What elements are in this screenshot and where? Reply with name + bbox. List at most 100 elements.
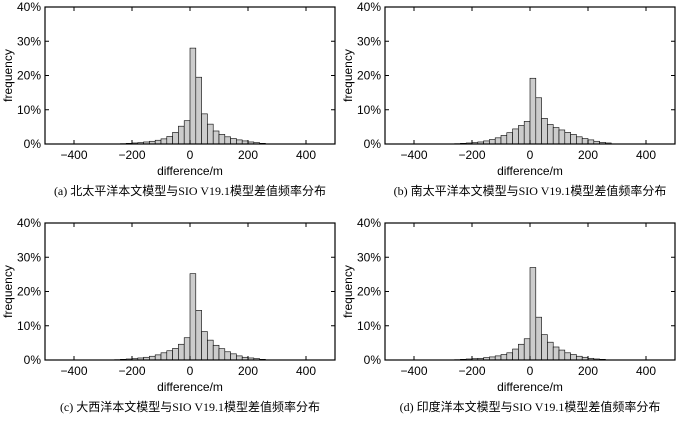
- x-axis-title: difference/m: [497, 380, 563, 394]
- histogram-bar: [506, 132, 513, 145]
- histogram-bar: [535, 316, 542, 361]
- histogram-bar: [529, 77, 537, 145]
- x-tick-label: 0: [187, 364, 194, 378]
- y-axis-title: frequency: [1, 265, 15, 318]
- histogram-bar: [218, 134, 226, 145]
- histogram-bar: [183, 337, 191, 361]
- x-axis-title: difference/m: [497, 164, 563, 178]
- x-tick-label: 200: [578, 148, 598, 162]
- y-tick-label: 10%: [357, 319, 381, 333]
- histogram-bar: [178, 343, 185, 361]
- histogram-bar: [212, 344, 220, 361]
- histogram-bar: [172, 132, 179, 145]
- histogram-bar: [195, 76, 202, 145]
- x-tick-label: 200: [238, 148, 258, 162]
- histogram-bar: [494, 355, 502, 361]
- y-tick-label: 40%: [17, 0, 41, 14]
- histogram-panel-b: 0% 10% 20% 30% 40% −400 −200 0 200 400 frequency di…: [341, 0, 676, 198]
- y-tick-label: 40%: [357, 216, 381, 230]
- x-tick-label: −200: [458, 364, 485, 378]
- x-tick-label: 200: [238, 364, 258, 378]
- histogram-bar: [558, 129, 566, 145]
- histogram-bar: [500, 354, 508, 361]
- histogram-bar: [166, 350, 173, 361]
- y-tick-label: 40%: [17, 216, 41, 230]
- y-tick-label: 10%: [17, 103, 41, 117]
- x-tick-label: −400: [400, 148, 427, 162]
- histogram-bar: [518, 125, 525, 145]
- y-tick-label: 20%: [357, 285, 381, 299]
- histogram-bar: [201, 331, 208, 361]
- histogram-bar: [523, 121, 531, 145]
- y-tick-label: 0%: [24, 353, 42, 367]
- y-axis-title: frequency: [341, 49, 355, 102]
- histogram-bar: [212, 130, 220, 145]
- histogram-bar: [189, 273, 197, 361]
- histogram-bar: [207, 339, 214, 361]
- histogram-bar: [512, 128, 519, 145]
- histogram-bar: [541, 334, 548, 361]
- x-tick-label: −400: [60, 364, 87, 378]
- histogram-bar: [489, 139, 496, 145]
- x-tick-label: −200: [458, 148, 485, 162]
- histogram-bar: [189, 47, 197, 145]
- histogram-panel-d: 0% 10% 20% 30% 40% −400 −200 0 200 400 frequency di…: [341, 216, 676, 414]
- x-tick-label: 200: [578, 364, 598, 378]
- histogram-bar: [523, 338, 531, 361]
- histogram-bar: [195, 310, 202, 361]
- x-tick-label: −200: [118, 148, 145, 162]
- x-axis-title: difference/m: [157, 380, 223, 394]
- y-tick-label: 10%: [357, 103, 381, 117]
- y-tick-label: 0%: [364, 137, 382, 151]
- x-tick-label: 400: [296, 148, 316, 162]
- histogram-bar: [552, 127, 560, 145]
- histogram-bar: [541, 118, 548, 145]
- histogram-bar: [172, 348, 179, 361]
- histogram-bar: [512, 348, 519, 361]
- histogram-bar: [587, 139, 595, 145]
- y-tick-label: 20%: [17, 69, 41, 83]
- histogram-bar: [183, 120, 191, 145]
- y-tick-label: 20%: [17, 285, 41, 299]
- x-tick-label: 400: [636, 364, 656, 378]
- histogram-panel-a: 0% 10% 20% 30% 40% −400 −200 0 200 400 frequency di…: [1, 0, 336, 198]
- panel-caption: (d) 印度洋本文模型与SIO V19.1模型差值频率分布: [400, 399, 661, 414]
- histogram-bar: [535, 97, 542, 145]
- x-tick-label: 400: [296, 364, 316, 378]
- histogram-bar: [178, 125, 185, 145]
- histogram-bar: [230, 353, 237, 361]
- y-tick-label: 30%: [17, 34, 41, 48]
- x-tick-label: 400: [636, 148, 656, 162]
- histogram-bar: [500, 135, 508, 145]
- panel-caption: (c) 大西洋本文模型与SIO V19.1模型差值频率分布: [60, 399, 320, 414]
- histogram-bar: [547, 341, 554, 361]
- histogram-bar: [154, 354, 162, 361]
- histogram-bar: [201, 113, 208, 145]
- histogram-bar: [236, 355, 243, 361]
- x-tick-label: 0: [527, 364, 534, 378]
- y-tick-label: 30%: [357, 250, 381, 264]
- y-tick-label: 40%: [357, 0, 381, 14]
- panel-caption: (a) 北太平洋本文模型与SIO V19.1模型差值频率分布: [54, 183, 326, 198]
- histogram-bar: [207, 123, 214, 145]
- x-tick-label: −400: [60, 148, 87, 162]
- y-tick-label: 0%: [364, 353, 382, 367]
- x-tick-label: −400: [400, 364, 427, 378]
- histogram-bar: [581, 138, 589, 145]
- histogram-bar: [218, 348, 226, 361]
- histogram-bar: [160, 138, 168, 145]
- x-axis-title: difference/m: [157, 164, 223, 178]
- histogram-bar: [564, 352, 571, 361]
- y-tick-label: 30%: [357, 34, 381, 48]
- y-axis-title: frequency: [1, 49, 15, 102]
- y-tick-label: 0%: [24, 137, 42, 151]
- histogram-bar: [552, 346, 560, 361]
- panel-caption: (b) 南太平洋本文模型与SIO V19.1模型差值频率分布: [394, 183, 667, 198]
- histogram-bar: [506, 352, 513, 361]
- histogram-bar: [230, 138, 237, 145]
- x-tick-label: −200: [118, 364, 145, 378]
- histogram-bar: [547, 124, 554, 145]
- y-tick-label: 30%: [17, 250, 41, 264]
- histogram-bar: [518, 343, 525, 361]
